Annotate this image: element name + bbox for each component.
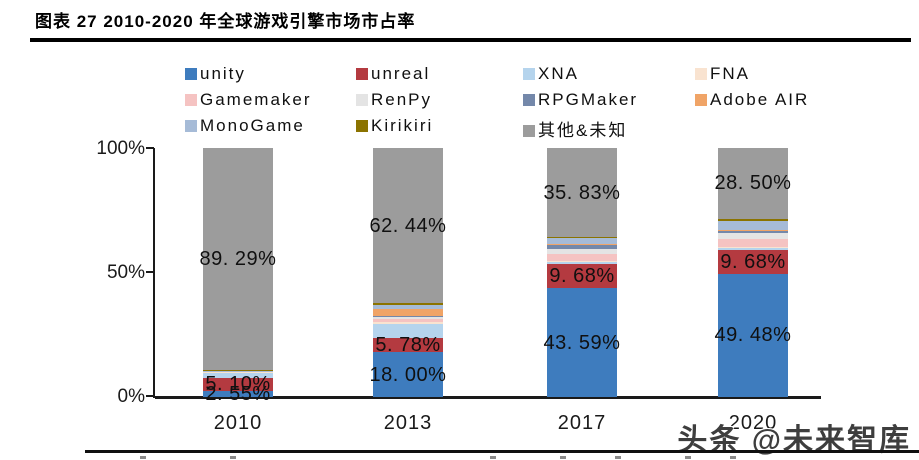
bar-segment-adobe-air: [718, 229, 788, 231]
bottom-divider-line: [85, 450, 919, 453]
legend-swatch-icon: [695, 94, 707, 106]
bar-segment-xna: [547, 262, 617, 265]
legend-swatch-icon: [356, 94, 368, 106]
stacked-bar-2013: [373, 148, 443, 397]
y-axis-line: [153, 148, 155, 398]
legend-item-unreal: unreal: [356, 64, 430, 86]
bar-segment-rpgmaker: [547, 245, 617, 249]
legend-item--: 其他&未知: [523, 116, 628, 140]
bar-segment-monogame: [373, 304, 443, 310]
bar-segment-unreal: [718, 249, 788, 274]
stacked-bar-2017: [547, 148, 617, 397]
x-axis-line: [155, 396, 821, 399]
bar-segment-kirikiri: [547, 237, 617, 239]
bar-segment-renpy: [547, 248, 617, 254]
legend-label: 其他&未知: [538, 121, 628, 140]
legend-swatch-icon: [695, 68, 707, 80]
bar-segment-kirikiri: [718, 218, 788, 221]
bar-segment-unity: [547, 288, 617, 397]
legend-label: unity: [200, 64, 246, 83]
bar-segment-unity: [203, 390, 273, 397]
legend-item-renpy: RenPy: [356, 90, 432, 112]
legend-swatch-icon: [185, 94, 197, 106]
bar-segment-fna: [373, 321, 443, 325]
legend-item-unity: unity: [185, 64, 246, 86]
bar-segment-adobe-air: [373, 309, 443, 316]
legend-item-monogame: MonoGame: [185, 116, 305, 138]
legend-swatch-icon: [523, 68, 535, 80]
legend-item-adobe-air: Adobe AIR: [695, 90, 809, 112]
bar-segment-rpgmaker: [718, 230, 788, 233]
legend-label: RPGMaker: [538, 90, 639, 109]
bar-segment-unity: [373, 352, 443, 397]
bar-segment-unreal: [203, 377, 273, 391]
legend-label: MonoGame: [200, 116, 305, 135]
bar-segment-monogame: [718, 220, 788, 230]
bar-segment--: [547, 148, 617, 238]
bar-segment-xna: [203, 371, 273, 378]
legend-swatch-icon: [523, 125, 535, 137]
bar-segment-fna: [547, 260, 617, 263]
stacked-bar-2010: [203, 148, 273, 397]
legend-swatch-icon: [185, 120, 197, 132]
bar-segment-unreal: [547, 264, 617, 289]
legend-label: RenPy: [371, 90, 433, 109]
bar-segment-rpgmaker: [373, 315, 443, 318]
legend-swatch-icon: [523, 94, 535, 106]
bar-segment-renpy: [718, 232, 788, 239]
bar-segment-fna: [718, 247, 788, 249]
legend-label: XNA: [538, 64, 579, 83]
y-axis-tick-label: 100%: [96, 138, 145, 159]
bar-segment-monogame: [547, 238, 617, 245]
bar-segment-unity: [718, 273, 788, 397]
bar-segment-adobe-air: [547, 244, 617, 246]
legend-label: Gamemaker: [200, 90, 312, 109]
bar-segment-gamemaker: [718, 238, 788, 248]
x-axis-label-2010: 2010: [213, 412, 263, 434]
bar-segment-gamemaker: [547, 253, 617, 261]
y-axis-tick: [146, 271, 154, 273]
bar-segment-renpy: [373, 317, 443, 320]
legend-label: FNA: [710, 64, 750, 83]
legend-item-gamemaker: Gamemaker: [185, 90, 312, 112]
bar-segment--: [718, 148, 788, 219]
bar-segment--: [203, 148, 273, 371]
y-axis-tick: [146, 147, 154, 149]
legend-item-fna: FNA: [695, 64, 750, 86]
legend-label: Adobe AIR: [710, 90, 810, 109]
y-axis-tick-label: 50%: [106, 262, 145, 283]
title-divider-line: [30, 38, 911, 42]
bar-segment-unreal: [373, 337, 443, 353]
bar-segment-xna: [718, 248, 788, 250]
legend-label: Kirikiri: [371, 116, 434, 135]
bar-segment-kirikiri: [373, 303, 443, 305]
x-axis-label-2013: 2013: [383, 412, 433, 434]
y-axis-tick-label: 0%: [117, 386, 145, 407]
legend-swatch-icon: [185, 68, 197, 80]
clipped-source-text: [140, 456, 146, 459]
legend-swatch-icon: [356, 120, 368, 132]
bar-segment--: [373, 148, 443, 304]
legend-item-xna: XNA: [523, 64, 579, 86]
chart-title: 图表 27 2010-2020 年全球游戏引擎市场市占率: [35, 12, 416, 31]
x-axis-label-2017: 2017: [557, 412, 607, 434]
y-axis-tick: [146, 395, 154, 397]
legend-label: unreal: [371, 64, 431, 83]
x-axis-label-2020: 2020: [728, 412, 778, 434]
legend-swatch-icon: [356, 68, 368, 80]
stacked-bar-2020: [718, 148, 788, 397]
legend-item-rpgmaker: RPGMaker: [523, 90, 638, 112]
bar-segment-gamemaker: [373, 319, 443, 322]
legend-item-kirikiri: Kirikiri: [356, 116, 433, 138]
bar-segment-xna: [373, 324, 443, 338]
